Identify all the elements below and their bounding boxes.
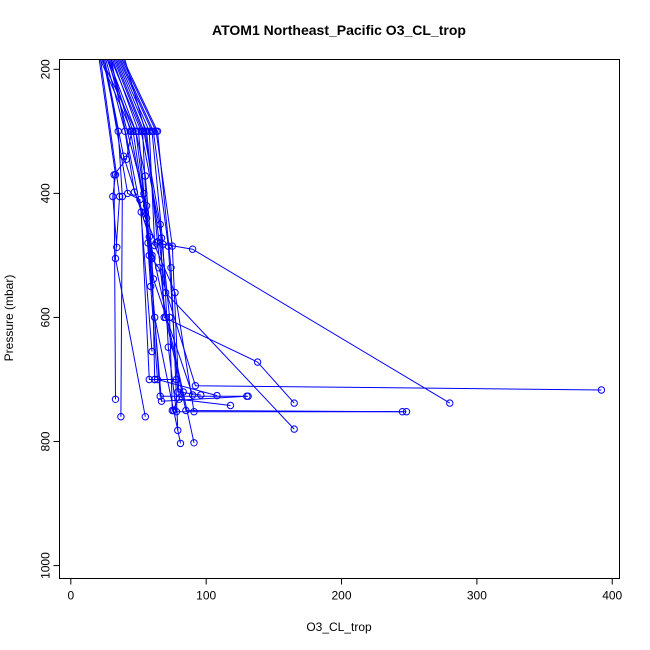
chart-title: ATOM1 Northeast_Pacific O3_CL_trop [212, 22, 466, 38]
data-point [244, 392, 252, 400]
data-point [117, 413, 125, 421]
x-tick-label: 100 [196, 589, 216, 603]
x-tick-label: 0 [67, 589, 74, 603]
x-tick-label: 200 [332, 589, 352, 603]
data-point [148, 347, 156, 356]
series-line [108, 60, 249, 397]
data-point [213, 391, 221, 400]
data-point [151, 241, 159, 250]
y-axis-label: Pressure (mbar) [2, 275, 16, 362]
series-line [110, 60, 177, 380]
series-line [113, 60, 181, 444]
series-15 [119, 60, 407, 416]
series-line [104, 60, 153, 352]
series-line [115, 60, 295, 404]
series-10 [106, 60, 606, 394]
data-point [111, 254, 120, 263]
series-19 [124, 60, 298, 433]
data-point [174, 388, 182, 396]
series-16 [120, 60, 205, 399]
x-tick-label: 300 [467, 589, 487, 603]
data-point [157, 397, 166, 405]
series-23 [108, 60, 252, 400]
data-point [290, 425, 298, 433]
series-line [102, 60, 123, 417]
data-point [153, 127, 162, 136]
data-point [174, 426, 182, 435]
data-point [197, 391, 205, 399]
data-point [129, 127, 137, 136]
x-axis: 0 100 200 300 400 [67, 578, 623, 603]
data-point [147, 282, 155, 291]
x-axis-label: O3_CL_trop [306, 620, 372, 634]
data-point [115, 192, 124, 201]
y-tick-label: 1000 [39, 552, 53, 579]
data-point [145, 375, 154, 384]
y-axis: 200 400 600 800 1000 [39, 59, 60, 579]
series-line [100, 60, 133, 400]
series-8 [101, 60, 197, 399]
data-point [119, 152, 128, 160]
plot-frame [59, 59, 620, 579]
data-point [141, 127, 150, 136]
series-24 [110, 60, 181, 384]
series-line [98, 60, 118, 248]
data-point [597, 386, 606, 394]
data-point [111, 395, 120, 403]
data-point [226, 401, 235, 410]
data-point [142, 202, 151, 210]
data-point [182, 406, 190, 415]
series-18 [123, 60, 182, 435]
data-point [137, 208, 145, 216]
y-tick-label: 600 [39, 307, 53, 327]
data-point [149, 275, 158, 283]
data-point [111, 171, 120, 179]
data-point [253, 358, 262, 366]
data-point [176, 439, 185, 448]
data-point [402, 408, 411, 416]
series-line [121, 60, 231, 406]
data-point [164, 343, 173, 351]
y-tick-label: 200 [39, 59, 53, 79]
x-tick-label: 400 [602, 589, 622, 603]
series-line [123, 60, 179, 431]
data-point [446, 399, 454, 407]
series-line [104, 60, 195, 443]
series-21 [100, 60, 150, 421]
data-point [124, 189, 132, 198]
data-point [172, 375, 181, 384]
data-point [191, 382, 200, 390]
data-point [188, 391, 197, 399]
data-point [161, 313, 170, 322]
data-point [151, 375, 159, 384]
series-layer [98, 60, 606, 448]
series-line [119, 60, 403, 413]
data-point [290, 399, 298, 407]
data-point [190, 439, 198, 447]
series-line [124, 60, 295, 430]
data-point [161, 288, 170, 297]
data-point [148, 254, 156, 263]
data-point [188, 245, 197, 253]
series-line [120, 60, 201, 396]
y-tick-label: 400 [39, 183, 53, 203]
y-tick-label: 800 [39, 431, 53, 451]
data-point [141, 413, 150, 421]
data-point [398, 408, 407, 416]
data-point [167, 264, 175, 272]
series-line [106, 60, 602, 391]
data-point [156, 392, 164, 400]
data-point [168, 406, 177, 415]
series-line [100, 60, 146, 417]
